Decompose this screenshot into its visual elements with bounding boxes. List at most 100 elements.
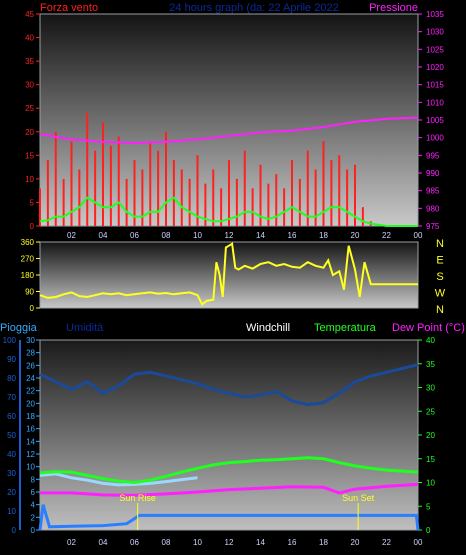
time-tick-label: 18 bbox=[319, 538, 328, 547]
rain-axis-tick-label: 10 bbox=[26, 463, 35, 472]
windchill-line bbox=[39, 472, 198, 487]
time-tick-label: 14 bbox=[256, 231, 265, 240]
time-tick-label: 00 bbox=[414, 231, 423, 240]
rain-axis-tick-label: 26 bbox=[26, 361, 35, 370]
wind-axis-tick-label: 40 bbox=[25, 34, 34, 43]
pressure-title: Pressione bbox=[369, 2, 418, 14]
time-tick-label: 16 bbox=[288, 538, 297, 547]
rain-axis-tick-label: 24 bbox=[26, 374, 35, 383]
time-tick-label: 12 bbox=[225, 231, 234, 240]
humidity-axis-tick-label: 100 bbox=[3, 336, 17, 345]
wind-axis-tick-label: 20 bbox=[25, 128, 34, 137]
pressure-axis-tick-label: 990 bbox=[426, 169, 440, 178]
direction-axis-tick-label: 180 bbox=[21, 271, 35, 280]
temperature-axis-tick-label: 15 bbox=[426, 455, 435, 464]
humidity-axis-tick-label: 0 bbox=[12, 526, 17, 535]
time-tick-label: 06 bbox=[130, 538, 139, 547]
rain-axis-tick-label: 0 bbox=[31, 526, 36, 535]
time-tick-label: 12 bbox=[225, 538, 234, 547]
rain-axis-tick-label: 8 bbox=[31, 475, 36, 484]
rain-axis-tick-label: 4 bbox=[31, 501, 36, 510]
temperature-line bbox=[39, 456, 419, 485]
sun-marker-label: Sun Rise bbox=[119, 493, 156, 503]
time-tick-label: 22 bbox=[382, 231, 391, 240]
time-tick-label: 04 bbox=[99, 231, 108, 240]
dewpoint-line bbox=[40, 482, 419, 497]
rain-axis-tick-label: 6 bbox=[31, 488, 36, 497]
wind-axis-tick-label: 30 bbox=[25, 81, 34, 90]
sun-marker-label: Sun Set bbox=[342, 493, 375, 503]
pressure-axis-tick-label: 1010 bbox=[426, 98, 444, 107]
compass-label: N bbox=[436, 238, 444, 250]
time-tick-label: 18 bbox=[319, 231, 328, 240]
rain-axis-tick-label: 12 bbox=[26, 450, 35, 459]
wind-average-line bbox=[39, 196, 418, 227]
rain-line bbox=[38, 504, 420, 531]
humidity-axis-tick-label: 40 bbox=[7, 450, 16, 459]
humidity-axis-tick-label: 20 bbox=[7, 488, 16, 497]
time-tick-label: 10 bbox=[193, 538, 202, 547]
temperature-axis-tick-label: 35 bbox=[426, 360, 435, 369]
rain-axis-tick-label: 30 bbox=[26, 336, 35, 345]
time-tick-label: 06 bbox=[130, 231, 139, 240]
humidity-line bbox=[39, 363, 419, 407]
rain-axis-tick-label: 18 bbox=[26, 412, 35, 421]
humidity-axis-tick-label: 30 bbox=[7, 469, 16, 478]
pressure-axis-tick-label: 1015 bbox=[426, 81, 444, 90]
rain-axis-tick-label: 16 bbox=[26, 425, 35, 434]
direction-axis-tick-label: 90 bbox=[25, 288, 34, 297]
humidity-axis-tick-label: 90 bbox=[7, 355, 16, 364]
legend-dewpoint: Dew Point (°C) bbox=[392, 322, 465, 334]
wind-axis-tick-label: 15 bbox=[25, 151, 34, 160]
wind-axis-tick-label: 25 bbox=[25, 104, 34, 113]
weather-plot-area bbox=[39, 339, 419, 531]
time-tick-label: 22 bbox=[382, 538, 391, 547]
time-tick-label: 02 bbox=[67, 231, 76, 240]
wind-axis-tick-label: 0 bbox=[30, 222, 35, 231]
wind-axis-tick-label: 10 bbox=[25, 175, 34, 184]
pressure-axis-tick-label: 1030 bbox=[426, 28, 444, 37]
direction-axis-tick-label: 0 bbox=[30, 304, 35, 313]
rain-axis-tick-label: 22 bbox=[26, 387, 35, 396]
pressure-axis-tick-label: 1000 bbox=[426, 134, 444, 143]
temperature-axis-tick-label: 5 bbox=[426, 502, 431, 511]
wind-axis-tick-label: 35 bbox=[25, 57, 34, 66]
compass-label: N bbox=[436, 304, 444, 316]
wind-title: Forza vento bbox=[40, 2, 98, 14]
legend-windchill: Windchill bbox=[246, 322, 290, 334]
humidity-axis-tick-label: 70 bbox=[7, 393, 16, 402]
compass-label: W bbox=[435, 288, 446, 300]
temperature-axis-tick-label: 10 bbox=[426, 479, 435, 488]
temperature-axis-tick-label: 0 bbox=[426, 526, 431, 535]
pressure-axis-tick-label: 1025 bbox=[426, 45, 444, 54]
time-tick-label: 10 bbox=[193, 231, 202, 240]
wind-axis-tick-label: 45 bbox=[25, 10, 34, 19]
temperature-axis-tick-label: 20 bbox=[426, 431, 435, 440]
time-tick-label: 20 bbox=[351, 231, 360, 240]
pressure-axis-tick-label: 1035 bbox=[426, 10, 444, 19]
time-tick-label: 20 bbox=[351, 538, 360, 547]
direction-axis-tick-label: 270 bbox=[21, 255, 35, 264]
wind-axis-tick-label: 5 bbox=[30, 198, 35, 207]
wind-direction-line bbox=[39, 242, 418, 306]
humidity-axis-tick-label: 10 bbox=[7, 507, 16, 516]
pressure-axis-tick-label: 975 bbox=[426, 222, 440, 231]
pressure-line bbox=[39, 116, 419, 145]
rain-axis-tick-label: 14 bbox=[26, 437, 35, 446]
rain-axis-tick-label: 28 bbox=[26, 349, 35, 358]
pressure-axis-tick-label: 1020 bbox=[426, 63, 444, 72]
rain-axis-tick-label: 2 bbox=[31, 513, 36, 522]
wind-direction-plot-area bbox=[39, 241, 419, 309]
compass-label: E bbox=[436, 255, 443, 267]
humidity-axis-tick-label: 80 bbox=[7, 374, 16, 383]
time-tick-label: 04 bbox=[99, 538, 108, 547]
humidity-axis-tick-label: 60 bbox=[7, 412, 16, 421]
pressure-axis-tick-label: 1005 bbox=[426, 116, 444, 125]
temperature-axis-tick-label: 25 bbox=[426, 407, 435, 416]
graph-date-title: 24 hours graph (da: 22 Aprile 2022 bbox=[169, 2, 338, 14]
compass-label: S bbox=[436, 271, 443, 283]
time-tick-label: 14 bbox=[256, 538, 265, 547]
rain-axis-tick-label: 20 bbox=[26, 399, 35, 408]
